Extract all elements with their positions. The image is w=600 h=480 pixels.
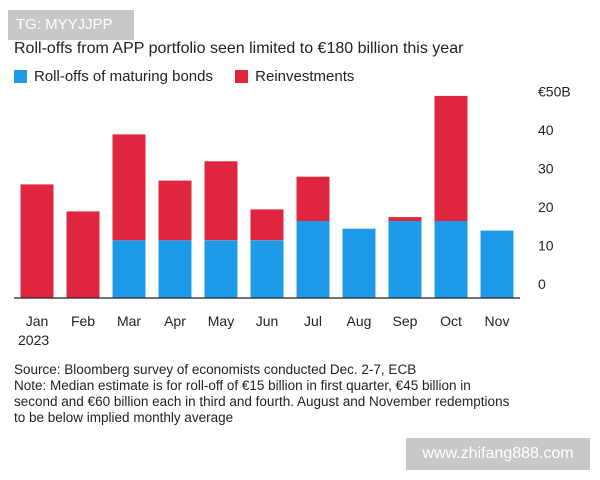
y-tick-label-20: 20 [538,199,554,215]
legend-item-reinvestments: Reinvestments [235,68,354,85]
watermark-top: TG: MYYJJPP [8,10,134,40]
x-tick-label-sep: Sep [393,313,418,329]
bar-reinvestments-apr [158,180,192,241]
x-tick-label-oct: Oct [440,313,462,329]
bar-roll-offs-apr [158,240,192,299]
bar-roll-offs-aug [342,228,376,298]
bar-reinvestments-may [204,161,238,241]
bar-reinvestments-feb [66,211,100,298]
x-tick-label-jul: Jul [304,313,322,329]
bar-reinvestments-jan [20,184,54,298]
y-tick-label-0: 0 [538,276,546,292]
chart-notes: Source: Bloomberg survey of economists c… [14,362,584,426]
watermark-bottom: www.zhifang888.com [406,438,590,470]
bar-reinvestments-jun [250,209,284,241]
note-line-3: to be below implied monthly average [14,410,234,425]
legend: Roll-offs of maturing bonds Reinvestment… [14,68,372,87]
legend-item-roll-offs: Roll-offs of maturing bonds [14,68,213,85]
bar-roll-offs-sep [388,221,422,298]
note-line-1: Note: Median estimate is for roll-off of… [14,378,471,393]
legend-swatch-reinvestments [235,70,249,83]
x-tick-label-feb: Feb [71,313,95,329]
legend-label-reinvestments: Reinvestments [255,68,355,85]
x-tick-label-aug: Aug [347,313,372,329]
x-tick-label-apr: Apr [164,313,186,329]
x-tick-label-nov: Nov [485,313,510,329]
bar-roll-offs-jun [250,240,284,299]
bar-roll-offs-mar [112,240,146,299]
chart-title: Roll-offs from APP portfolio seen limite… [14,40,464,57]
bar-reinvestments-sep [388,217,422,221]
x-year-label: 2023 [18,332,49,348]
bar-reinvestments-oct [434,95,468,221]
bar-roll-offs-oct [434,221,468,298]
y-tick-label-30: 30 [538,161,554,177]
bar-reinvestments-mar [112,134,146,241]
x-tick-label-mar: Mar [117,313,141,329]
bar-roll-offs-jul [296,221,330,298]
bar-reinvestments-jul [296,176,330,221]
source-line: Source: Bloomberg survey of economists c… [14,362,417,377]
legend-swatch-roll-offs [14,70,27,83]
x-tick-label-may: May [208,313,234,329]
legend-label-roll-offs: Roll-offs of maturing bonds [34,68,213,85]
note-line-2: second and €60 billion each in third and… [14,394,510,409]
y-tick-label-40: 40 [538,122,554,138]
y-tick-label-50: €50B [538,84,571,100]
bar-roll-offs-nov [480,230,514,298]
bar-roll-offs-may [204,240,238,299]
stacked-bar-chart: Jan Feb Mar Apr May Jun Jul Aug Sep Oct Nov 2023 0 10… [14,84,571,348]
y-tick-label-10: 10 [538,238,554,254]
x-tick-label-jan: Jan [26,313,49,329]
x-tick-label-jun: Jun [256,313,279,329]
